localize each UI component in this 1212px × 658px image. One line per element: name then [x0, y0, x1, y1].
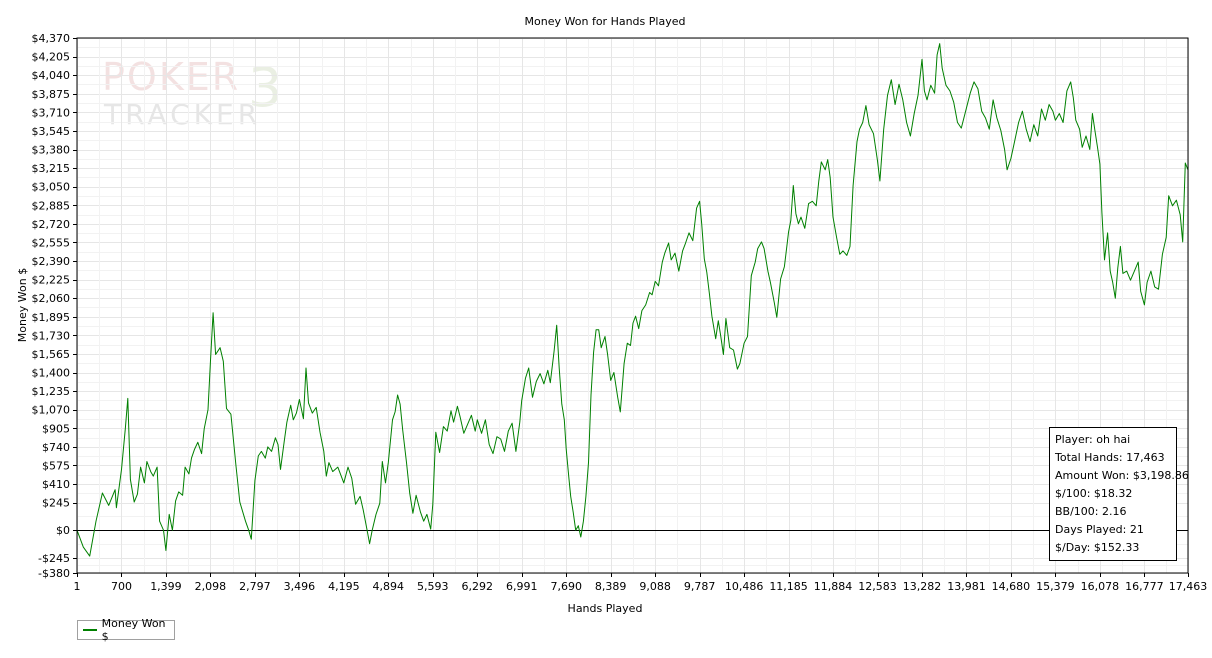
x-tick-label: 6,991	[506, 580, 538, 593]
chart-title: Money Won for Hands Played	[525, 15, 686, 28]
legend-swatch	[83, 629, 97, 631]
x-tick-label: 1	[74, 580, 81, 593]
y-tick-label: $1,070	[32, 404, 71, 417]
x-axis: 1 700 1,399 2,098 2,797 3,496 4,195 4,894 5,593 6…	[74, 573, 1208, 593]
y-tick-label: $1,730	[32, 329, 71, 342]
legend-label: Money Won $	[101, 617, 166, 643]
series-layer	[76, 43, 1189, 557]
x-tick-label: 9,088	[639, 580, 671, 593]
x-tick-label: 13,981	[947, 580, 986, 593]
x-tick-label: 3,496	[284, 580, 316, 593]
stat-per-100: $/100: $18.32	[1055, 487, 1133, 500]
y-tick-label: $575	[42, 459, 70, 472]
y-tick-label: $1,235	[32, 385, 71, 398]
y-axis: $4,370 $4,205 $4,040 $3,875 $3,710 $3,545 $3,3…	[32, 32, 77, 580]
y-axis-label: Money Won $	[16, 268, 29, 342]
y-tick-label: -$245	[38, 552, 70, 565]
stat-total-hands: Total Hands: 17,463	[1055, 451, 1165, 464]
y-tick-label: $2,060	[32, 292, 71, 305]
y-tick-label: $3,215	[32, 162, 71, 175]
x-axis-label: Hands Played	[568, 602, 643, 615]
y-tick-label: $2,885	[32, 199, 71, 212]
x-tick-label: 6,292	[462, 580, 494, 593]
grid	[77, 38, 1189, 574]
x-tick-label: 11,884	[814, 580, 853, 593]
x-tick-label: 8,389	[595, 580, 627, 593]
x-tick-label: 2,098	[195, 580, 227, 593]
x-tick-label: 700	[111, 580, 132, 593]
stat-player: Player: oh hai	[1055, 433, 1131, 446]
y-tick-label: $2,720	[32, 218, 71, 231]
x-tick-label: 5,593	[417, 580, 449, 593]
stat-amount-won: Amount Won: $3,198.86	[1055, 469, 1189, 482]
x-tick-label: 14,680	[992, 580, 1031, 593]
y-tick-label: $1,895	[32, 311, 71, 324]
x-tick-label: 15,379	[1036, 580, 1075, 593]
x-tick-label: 16,777	[1125, 580, 1164, 593]
legend: Money Won $	[77, 617, 175, 643]
y-tick-label: $4,040	[32, 69, 71, 82]
y-tick-label: $3,380	[32, 144, 71, 157]
x-tick-label: 16,078	[1081, 580, 1120, 593]
y-tick-label: -$380	[38, 567, 70, 580]
y-tick-label: $740	[42, 441, 70, 454]
watermark-line1: POKER	[102, 55, 240, 99]
x-tick-label: 13,282	[903, 580, 942, 593]
x-tick-label: 17,463	[1169, 580, 1208, 593]
x-tick-label: 10,486	[725, 580, 764, 593]
x-tick-label: 4,894	[373, 580, 405, 593]
stat-per-day: $/Day: $152.33	[1055, 541, 1140, 554]
stat-days-played: Days Played: 21	[1055, 523, 1144, 536]
y-tick-label: $4,205	[32, 51, 71, 64]
stat-bb-per-100: BB/100: 2.16	[1055, 505, 1127, 518]
y-tick-label: $245	[42, 497, 70, 510]
y-tick-label: $3,545	[32, 125, 71, 138]
y-tick-label: $0	[56, 524, 70, 537]
y-tick-label: $3,710	[32, 106, 71, 119]
plot-frame	[76, 37, 1189, 574]
y-tick-label: $410	[42, 478, 70, 491]
watermark-line2: TRACKER	[103, 98, 261, 131]
y-tick-label: $2,390	[32, 255, 71, 268]
y-tick-label: $3,875	[32, 88, 71, 101]
y-tick-label: $2,225	[32, 274, 71, 287]
x-tick-label: 4,195	[328, 580, 360, 593]
x-tick-label: 9,787	[684, 580, 716, 593]
y-tick-label: $1,400	[32, 367, 71, 380]
y-tick-label: $3,050	[32, 181, 71, 194]
y-tick-label: $2,555	[32, 236, 71, 249]
series-line	[76, 43, 1189, 557]
x-tick-label: 7,690	[550, 580, 582, 593]
x-tick-label: 12,583	[858, 580, 897, 593]
x-tick-label: 1,399	[150, 580, 182, 593]
x-tick-label: 2,797	[239, 580, 271, 593]
player-stats-box: Player: oh hai Total Hands: 17,463 Amoun…	[1049, 427, 1189, 561]
y-tick-label: $1,565	[32, 348, 71, 361]
y-tick-label: $905	[42, 422, 70, 435]
y-tick-label: $4,370	[32, 32, 71, 45]
x-tick-label: 11,185	[769, 580, 808, 593]
